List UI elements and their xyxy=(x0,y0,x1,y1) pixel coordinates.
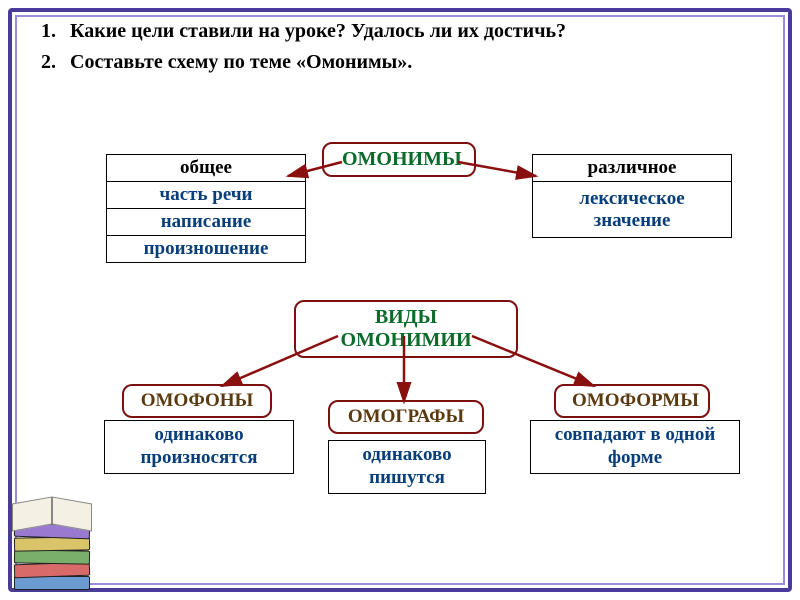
omofony-note: одинаково произносятся xyxy=(104,420,294,474)
omoformy-note: совпадают в одной форме xyxy=(530,420,740,474)
question-text: Составьте схему по теме «Омонимы». xyxy=(70,51,774,74)
omonimy-root-box: ОМОНИМЫ xyxy=(322,142,476,177)
question-number: 1. xyxy=(26,20,70,43)
slide-content: 1. Какие цели ставили на уроке? Удалось … xyxy=(26,20,774,580)
table-row: написание xyxy=(107,209,306,236)
question-text: Какие цели ставили на уроке? Удалось ли … xyxy=(70,20,774,43)
table-row: часть речи xyxy=(107,182,306,209)
table-row: произношение xyxy=(107,236,306,263)
omografy-note: одинаково пишутся xyxy=(328,440,486,494)
omofony-box: ОМОФОНЫ xyxy=(122,384,272,418)
question-2: 2. Составьте схему по теме «Омонимы». xyxy=(26,51,774,74)
different-header: различное xyxy=(533,155,732,182)
types-root-box: ВИДЫ ОМОНИМИИ xyxy=(294,300,518,358)
omografy-box: ОМОГРАФЫ xyxy=(328,400,484,434)
common-table: общее часть речи написание произношение xyxy=(106,154,306,263)
omoformy-box: ОМОФОРМЫ xyxy=(554,384,710,418)
question-1: 1. Какие цели ставили на уроке? Удалось … xyxy=(26,20,774,43)
question-number: 2. xyxy=(26,51,70,74)
common-header: общее xyxy=(107,155,306,182)
different-body: лексическое значение xyxy=(533,182,732,238)
different-table: различное лексическое значение xyxy=(532,154,732,238)
questions-list: 1. Какие цели ставили на уроке? Удалось … xyxy=(26,20,774,74)
books-icon xyxy=(10,490,94,590)
